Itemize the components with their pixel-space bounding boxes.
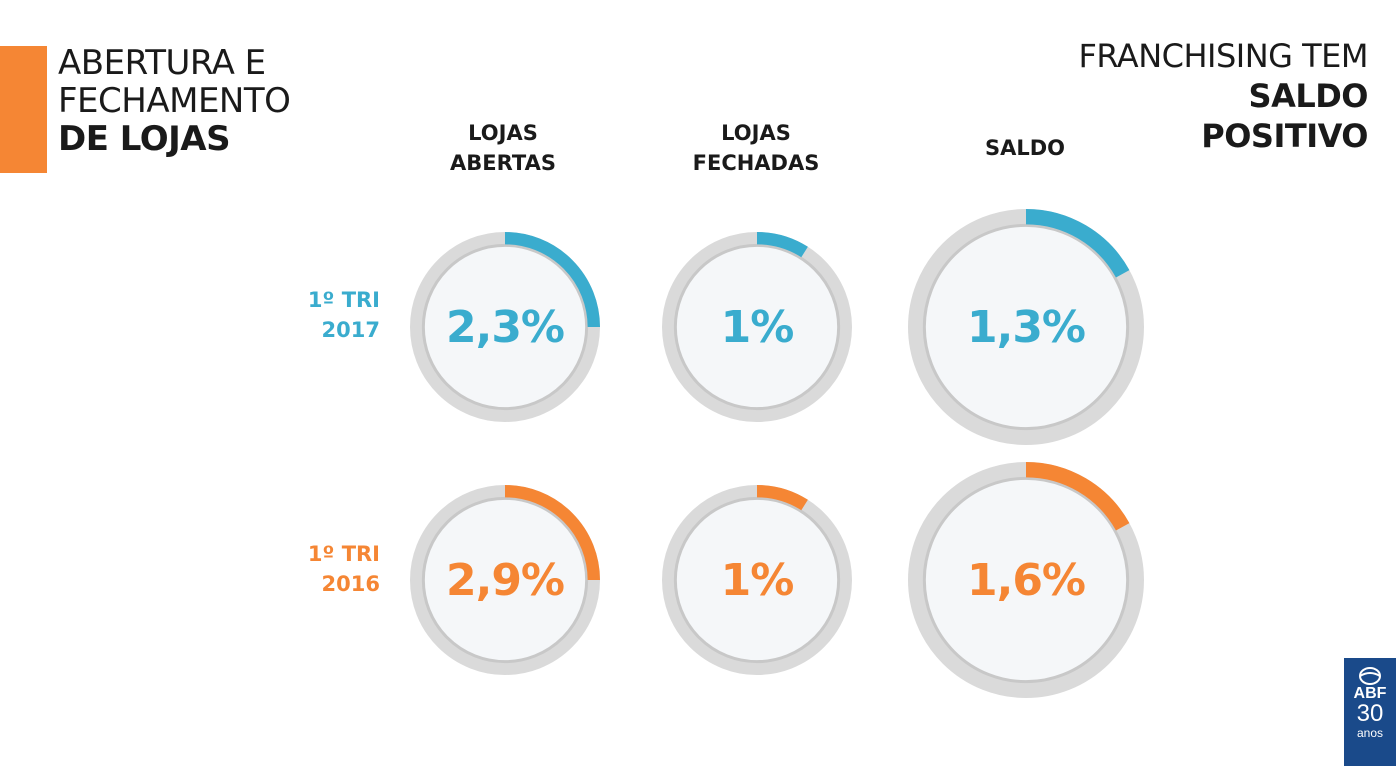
slide-headline-line2: SALDO bbox=[1248, 77, 1369, 115]
slide-title-line3: DE LOJAS bbox=[58, 119, 231, 159]
gauge-progress-arc bbox=[756, 232, 808, 258]
gauge-face bbox=[922, 476, 1130, 684]
column-header-line: LOJAS bbox=[721, 121, 791, 145]
column-header-line: ABERTAS bbox=[450, 151, 556, 175]
gauge-face bbox=[673, 243, 841, 411]
gauge-progress-arc bbox=[504, 232, 600, 328]
gauge-value: 2,9% bbox=[445, 554, 565, 606]
gauge-face bbox=[421, 243, 589, 411]
logo-text: ABF bbox=[1353, 685, 1387, 702]
gauge-value: 1,3% bbox=[966, 301, 1086, 353]
row-label-line: 2017 bbox=[321, 318, 380, 342]
gauge-face bbox=[421, 496, 589, 664]
slide-headline-line1: FRANCHISING TEM bbox=[1078, 37, 1368, 75]
column-header-abertas: LOJAS ABERTAS bbox=[403, 118, 603, 178]
gauge-saldo-2016: 1,6% bbox=[906, 460, 1146, 700]
slide-title: ABERTURA E FECHAMENTO DE LOJAS bbox=[58, 43, 291, 159]
accent-bar bbox=[0, 46, 47, 173]
logo-sub: anos bbox=[1356, 726, 1384, 740]
gauge-face bbox=[673, 496, 841, 664]
gauge-abertas-2017: 2,3% bbox=[408, 230, 602, 424]
slide-headline-line3: POSITIVO bbox=[1201, 117, 1368, 155]
gauge-progress-arc bbox=[1025, 462, 1130, 531]
gauge-face bbox=[922, 223, 1130, 431]
column-header-line: FECHADAS bbox=[692, 151, 820, 175]
gauge-fechadas-2016: 1% bbox=[660, 483, 854, 677]
gauge-abertas-2016: 2,9% bbox=[408, 483, 602, 677]
gauge-value: 1,6% bbox=[966, 554, 1086, 606]
slide-title-line1: ABERTURA E bbox=[58, 43, 266, 83]
abf-logo: ABF 30 anos bbox=[1344, 658, 1396, 766]
gauge-progress-arc bbox=[1025, 209, 1130, 278]
gauge-progress-arc bbox=[756, 485, 808, 511]
gauge-saldo-2017: 1,3% bbox=[906, 207, 1146, 447]
column-header-fechadas: LOJAS FECHADAS bbox=[656, 118, 856, 178]
slide-title-line2: FECHAMENTO bbox=[58, 81, 291, 121]
column-header-saldo: SALDO bbox=[925, 133, 1125, 163]
gauge-fechadas-2017: 1% bbox=[660, 230, 854, 424]
row-label-line: 2016 bbox=[321, 572, 380, 596]
column-header-line: SALDO bbox=[984, 136, 1066, 160]
gauge-value: 2,3% bbox=[445, 301, 565, 353]
row-label-line: 1º TRI bbox=[307, 288, 380, 312]
logo-number: 30 bbox=[1356, 700, 1384, 727]
gauge-progress-arc bbox=[504, 485, 600, 581]
column-header-line: LOJAS bbox=[468, 121, 538, 145]
row-label-2017: 1º TRI 2017 bbox=[250, 285, 380, 345]
gauge-value: 1% bbox=[720, 301, 795, 353]
slide-headline: FRANCHISING TEM SALDO POSITIVO bbox=[1078, 36, 1368, 156]
gauge-value: 1% bbox=[720, 554, 795, 606]
row-label-line: 1º TRI bbox=[307, 542, 380, 566]
row-label-2016: 1º TRI 2016 bbox=[250, 539, 380, 599]
globe-icon bbox=[1359, 667, 1381, 685]
